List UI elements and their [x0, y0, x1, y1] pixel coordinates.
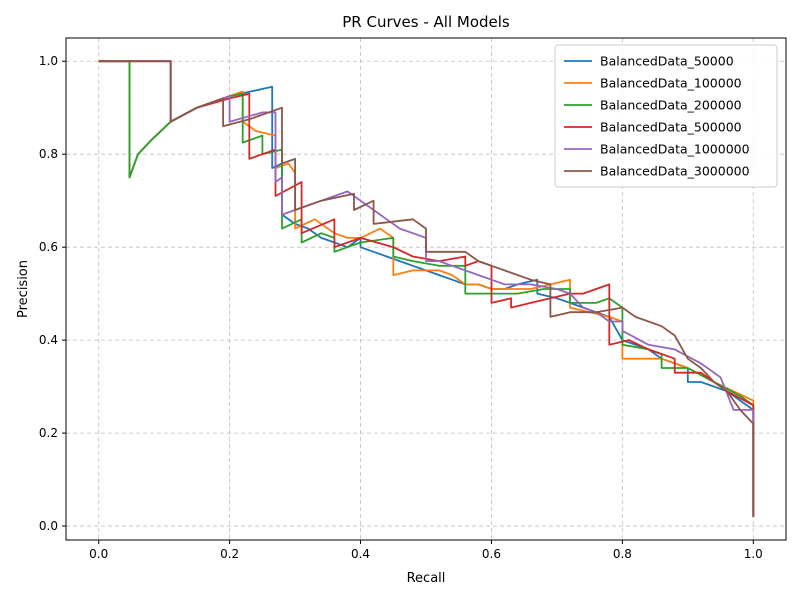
y-tick-label: 0.8	[39, 147, 58, 161]
x-tick-label: 0.0	[89, 547, 108, 561]
y-tick-label: 0.6	[39, 240, 58, 254]
legend-label: BalancedData_100000	[600, 76, 742, 91]
x-tick-label: 0.4	[351, 547, 370, 561]
x-axis-ticks: 0.0 0.2 0.4 0.6 0.8 1.0	[89, 540, 763, 561]
legend-label: BalancedData_500000	[600, 120, 742, 135]
legend-box	[554, 44, 778, 188]
legend-label: BalancedData_50000	[600, 54, 734, 69]
legend-label: BalancedData_200000	[600, 98, 742, 113]
legend-label: BalancedData_1000000	[600, 142, 750, 157]
chart-title: PR Curves - All Models	[342, 13, 510, 31]
y-axis-ticks: 0.0 0.2 0.4 0.6 0.8 1.0	[39, 54, 66, 533]
x-tick-label: 0.6	[482, 547, 501, 561]
x-tick-label: 0.8	[613, 547, 632, 561]
plot-area-frame	[65, 37, 787, 541]
series-line-3	[98, 60, 755, 517]
y-tick-label: 0.2	[39, 426, 58, 440]
y-tick-label: 0.4	[39, 333, 58, 347]
plot-lines	[98, 60, 755, 517]
x-axis-title: Recall	[407, 571, 446, 586]
x-tick-label: 0.2	[220, 547, 239, 561]
y-axis-title: Precision	[16, 260, 31, 318]
series-line-5	[98, 60, 755, 517]
legend-label: BalancedData_3000000	[600, 164, 750, 179]
y-tick-label: 1.0	[39, 54, 58, 68]
legend: BalancedData_50000 BalancedData_100000 Bal…	[554, 44, 778, 188]
x-tick-label: 1.0	[744, 547, 763, 561]
y-tick-label: 0.0	[39, 519, 58, 533]
